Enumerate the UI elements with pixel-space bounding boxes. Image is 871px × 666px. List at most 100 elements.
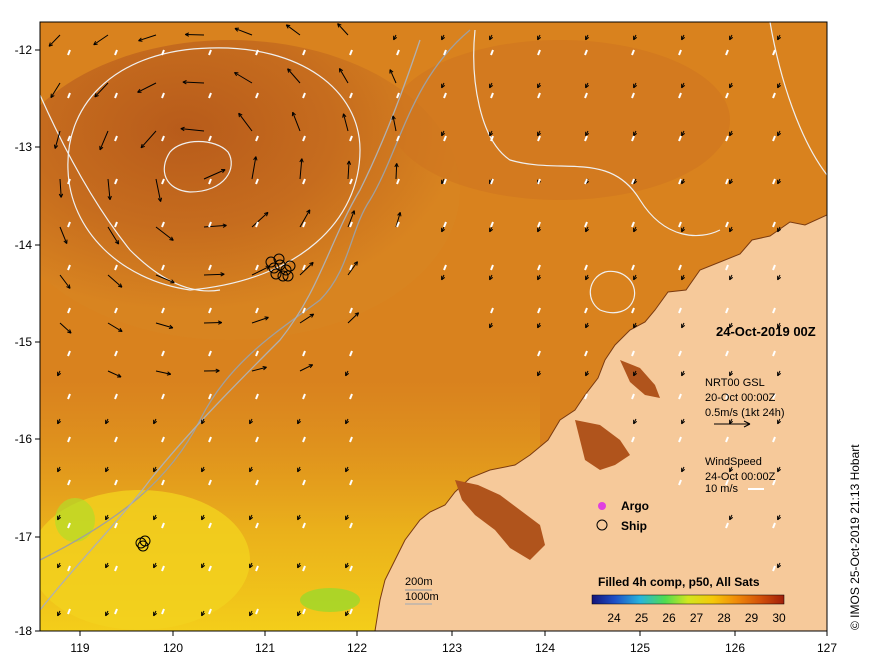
current-arrow [203, 272, 225, 277]
current-arrow [537, 322, 542, 329]
current-arrow [345, 418, 350, 425]
ship-label: Ship [621, 519, 647, 533]
wind-arrow [584, 92, 588, 99]
current-arrow [777, 370, 782, 377]
current-arrow [729, 514, 734, 521]
wind-arrow [772, 92, 776, 99]
current-arrow [251, 365, 267, 372]
wind-arrow [255, 92, 259, 99]
wind-arrow [349, 393, 353, 400]
current-arrow [633, 130, 638, 137]
wind-arrow [725, 393, 729, 400]
wind-arrow [725, 479, 729, 486]
wind-arrow [631, 49, 635, 56]
current-arrow [633, 34, 638, 41]
colorbar-tick-label: 26 [662, 611, 676, 625]
wind-arrow [396, 178, 400, 185]
current-arrow [777, 466, 782, 473]
wind-legend-scale: 10 m/s [705, 483, 739, 495]
wind-arrow [537, 178, 541, 185]
wind-arrow [67, 608, 71, 615]
current-arrow [182, 79, 205, 85]
current-legend-time: 20-Oct 00:00Z [705, 392, 776, 404]
colorbar-gradient [591, 594, 785, 605]
wind-arrow [349, 479, 353, 486]
wind-arrow [772, 178, 776, 185]
current-arrow [155, 178, 163, 202]
current-arrow [777, 226, 782, 233]
wind-arrow [114, 608, 118, 615]
x-axis: 119 120 121 122 123 124 125 126 127 [70, 631, 837, 655]
x-tick-label: 127 [817, 641, 837, 655]
current-arrow [234, 72, 253, 84]
current-arrow [155, 226, 174, 241]
current-arrow [105, 466, 110, 473]
current-arrow [57, 370, 62, 377]
current-arrow [153, 418, 158, 425]
current-arrow [155, 370, 172, 376]
wind-arrow [302, 565, 306, 572]
current-arrow [107, 178, 112, 201]
wind-arrow [208, 264, 212, 271]
wind-arrow [114, 178, 118, 185]
current-arrow [633, 322, 638, 329]
y-tick-label: -12 [15, 43, 33, 57]
current-arrow [537, 274, 542, 281]
wind-arrow [208, 393, 212, 400]
wind-arrow [208, 350, 212, 357]
colorbar: Filled 4h comp, p50, All Sats 24 25 26 27 28… [591, 575, 786, 625]
wind-arrow [67, 436, 71, 443]
wind-arrow [255, 479, 259, 486]
wind-arrow [537, 49, 541, 56]
current-arrow [729, 466, 734, 473]
wind-arrow [631, 307, 635, 314]
wind-arrow [772, 436, 776, 443]
wind-arrow [161, 178, 165, 185]
wind-arrow [490, 92, 494, 99]
current-arrow [338, 68, 349, 84]
current-arrow [681, 130, 686, 137]
current-arrow [105, 514, 110, 521]
wind-arrow [772, 522, 776, 529]
current-arrow [777, 418, 782, 425]
wind-arrow [678, 135, 682, 142]
wind-arrow [772, 221, 776, 228]
x-tick-label: 120 [163, 641, 183, 655]
warm-patch-east [390, 40, 730, 200]
current-arrow [347, 210, 356, 228]
wind-legend: WindSpeed 24-Oct 00:00Z 10 m/s [705, 456, 776, 495]
wind-arrow [302, 522, 306, 529]
current-arrow [681, 418, 686, 425]
wind-arrow [631, 393, 635, 400]
wind-arrow [678, 92, 682, 99]
current-arrow [441, 82, 446, 89]
wind-arrow [537, 264, 541, 271]
current-arrow [203, 368, 220, 373]
current-arrow [395, 212, 402, 228]
current-vectors [48, 23, 782, 617]
current-arrow [729, 34, 734, 41]
current-arrow [251, 211, 269, 228]
wind-arrow [772, 307, 776, 314]
wind-arrow [255, 393, 259, 400]
ship-icon [596, 519, 608, 531]
wind-arrow [725, 307, 729, 314]
current-arrow [345, 610, 350, 617]
wind-arrow [349, 221, 353, 228]
wind-arrow [114, 436, 118, 443]
current-arrow [729, 82, 734, 89]
wind-arrow [67, 178, 71, 185]
current-arrow [153, 562, 158, 569]
wind-arrow [161, 92, 165, 99]
ssh-contour [163, 141, 232, 193]
argo-icon [598, 502, 606, 510]
wind-arrow [67, 221, 71, 228]
ssh-contour [589, 270, 636, 314]
wind-arrow [631, 135, 635, 142]
current-arrow [389, 69, 397, 84]
current-arrow [93, 34, 109, 46]
colorbar-title: Filled 4h comp, p50, All Sats [598, 575, 760, 589]
wind-arrow [725, 49, 729, 56]
current-arrow [729, 274, 734, 281]
current-arrow [585, 322, 590, 329]
